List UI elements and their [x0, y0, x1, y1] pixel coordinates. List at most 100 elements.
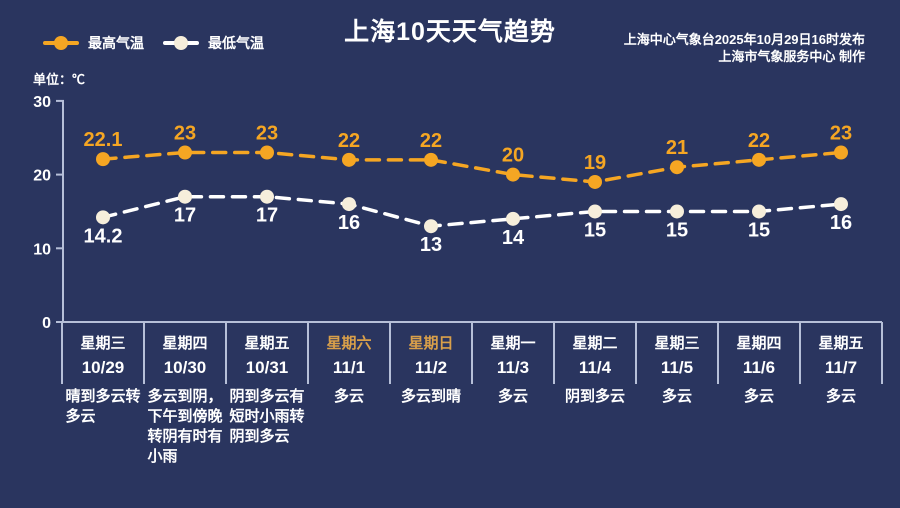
- data-point-label: 23: [174, 122, 196, 144]
- day-column: 星期日 11/2: [390, 336, 472, 377]
- data-point-marker: [96, 152, 110, 167]
- data-point-label: 23: [830, 122, 852, 144]
- weekday-label: 星期二: [572, 335, 618, 352]
- high-temp-line-icon: [43, 36, 79, 50]
- weekday-label: 星期一: [490, 335, 536, 352]
- weather-cell: 多云到阴， 下午到傍晚 转阴有时有 小雨: [144, 387, 226, 467]
- weekday-label: 星期日: [408, 335, 454, 352]
- weather-cell: 阴到多云有 短时小雨转 阴到多云: [226, 387, 308, 467]
- svg-text:20: 20: [33, 168, 51, 185]
- date-label: 11/4: [578, 358, 612, 377]
- data-point-marker: [588, 174, 602, 189]
- data-point-label: 21: [666, 137, 688, 159]
- day-column: 星期四 10/30: [144, 336, 226, 377]
- data-point-marker: [178, 145, 192, 160]
- day-column: 星期四 11/6: [718, 336, 800, 377]
- data-point-label: 14: [502, 227, 525, 249]
- data-point-label: 23: [256, 122, 278, 144]
- weekday-label: 星期四: [736, 335, 782, 352]
- weather-cell: 多云: [636, 387, 718, 467]
- legend-item-high-temp: 最高气温: [43, 33, 144, 53]
- page-title: 上海10天天气趋势: [344, 18, 556, 46]
- data-point-label: 14.2: [84, 225, 123, 247]
- weekday-label: 星期四: [162, 335, 208, 352]
- day-column: 星期五 10/31: [226, 336, 308, 377]
- data-point-marker: [424, 152, 438, 167]
- weather-text: 晴到多云转 多云: [65, 388, 141, 425]
- data-point-label: 16: [830, 212, 852, 234]
- date-label: 11/3: [496, 358, 530, 377]
- data-point-label: 13: [420, 234, 442, 256]
- data-point-marker: [834, 145, 848, 160]
- data-point-marker: [834, 197, 848, 212]
- data-point-label: 22: [748, 130, 770, 152]
- data-point-label: 16: [338, 212, 360, 234]
- svg-text:30: 30: [33, 94, 51, 111]
- y-axis-labels: 0 10 20 30: [33, 94, 51, 332]
- low-temp-line-icon: [163, 36, 199, 50]
- data-point-marker: [670, 204, 684, 219]
- high-temp-marker-icon: [54, 36, 68, 50]
- low-temp-marker-icon: [174, 36, 188, 50]
- weekday-label: 星期三: [80, 335, 126, 352]
- legend-item-low-temp: 最低气温: [163, 33, 264, 53]
- data-point-label: 15: [666, 219, 688, 241]
- data-point-label: 17: [174, 205, 196, 227]
- data-point-label: 22: [338, 130, 360, 152]
- data-point-marker: [752, 152, 766, 167]
- data-point-marker: [260, 189, 274, 204]
- weather-cell: 多云: [472, 387, 554, 467]
- data-point-label: 15: [748, 219, 770, 241]
- weather-cell: 晴到多云转 多云: [62, 387, 144, 467]
- weather-cell: 多云到晴: [390, 387, 472, 467]
- weather-text: 阴到多云有 短时小雨转 阴到多云: [229, 388, 305, 445]
- data-point-marker: [506, 167, 520, 182]
- data-point-marker: [670, 160, 684, 175]
- date-label: 11/7: [824, 358, 858, 377]
- weather-cell: 多云: [718, 387, 800, 467]
- weather-text: 多云到阴， 下午到傍晚 转阴有时有 小雨: [147, 388, 223, 465]
- weekday-label: 星期五: [818, 335, 864, 352]
- weather-text: 多云: [825, 388, 856, 405]
- day-column: 星期二 11/4: [554, 336, 636, 377]
- data-point-marker: [506, 211, 520, 226]
- weather-text: 多云: [661, 388, 692, 405]
- weather-text: 多云: [743, 388, 774, 405]
- series-low-temp: 14.2 17 17 16 13 14 15 15 15 16: [84, 189, 852, 256]
- date-label: 10/31: [245, 358, 289, 377]
- data-point-label: 22: [420, 130, 442, 152]
- date-label: 11/2: [414, 358, 448, 377]
- data-point-marker: [96, 210, 110, 225]
- day-row: 星期三 10/29 星期四 10/30 星期五 10/31 星期六 11/1 星…: [62, 322, 882, 377]
- weekday-label: 星期三: [654, 335, 700, 352]
- svg-text:0: 0: [42, 315, 51, 332]
- data-point-label: 19: [584, 152, 606, 174]
- publish-time-text: 上海中心气象台2025年10月29日16时发布: [623, 32, 865, 47]
- weather-text: 多云: [497, 388, 528, 405]
- data-point-marker: [342, 152, 356, 167]
- unit-label: 单位：℃: [33, 72, 86, 87]
- series-high-temp: 22.1 23 23 22 22 20 19 21 22 23: [84, 122, 852, 189]
- weather-text: 多云到晴: [400, 388, 461, 405]
- date-label: 11/6: [742, 358, 776, 377]
- data-point-marker: [424, 219, 438, 234]
- date-label: 11/5: [660, 358, 694, 377]
- data-point-label: 17: [256, 205, 278, 227]
- weather-row: 晴到多云转 多云 多云到阴， 下午到傍晚 转阴有时有 小雨 阴到多云有 短时小雨…: [62, 387, 882, 467]
- weekday-label: 星期五: [244, 335, 290, 352]
- date-label: 11/1: [332, 358, 366, 377]
- date-label: 10/29: [81, 358, 125, 377]
- legend-label-low-temp: 最低气温: [208, 35, 264, 51]
- day-column: 星期一 11/3: [472, 336, 554, 377]
- weather-cell: 多云: [308, 387, 390, 467]
- weather-cell: 阴到多云: [554, 387, 636, 467]
- weather-text: 多云: [333, 388, 364, 405]
- data-point-marker: [752, 204, 766, 219]
- day-column: 星期五 11/7: [800, 336, 882, 377]
- data-point-marker: [342, 197, 356, 212]
- date-label: 10/30: [163, 358, 207, 377]
- data-point-marker: [260, 145, 274, 160]
- data-point-label: 20: [502, 145, 524, 167]
- producer-text: 上海市气象服务中心 制作: [718, 49, 865, 64]
